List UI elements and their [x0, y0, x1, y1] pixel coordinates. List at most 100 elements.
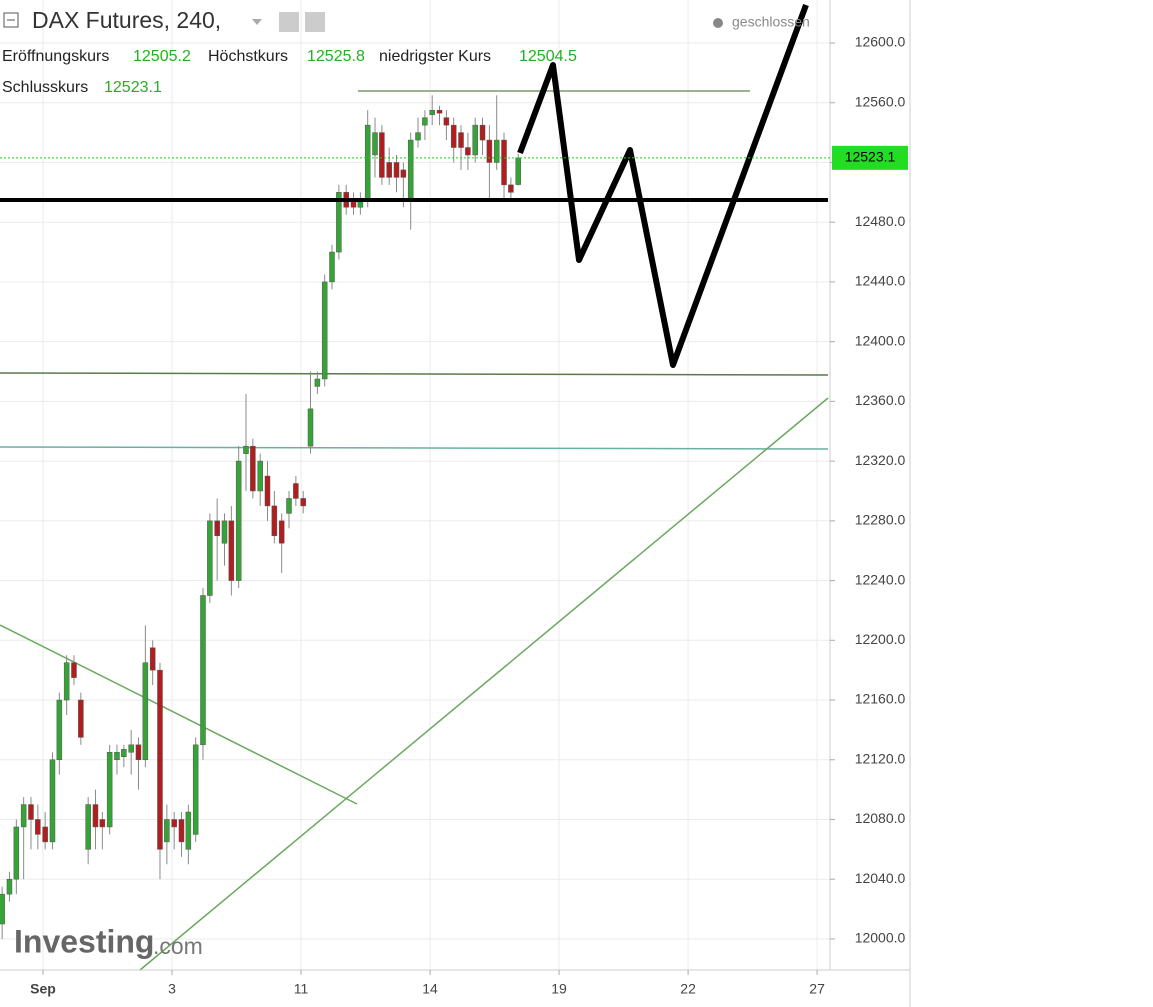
watermark: Investing [14, 923, 154, 959]
candle-body [493, 139, 500, 163]
candle-body [429, 109, 435, 115]
candle-body [114, 752, 120, 761]
candle-body [501, 139, 507, 186]
watermark-suffix: .com [153, 933, 203, 959]
candle-body [99, 819, 106, 828]
candle-body [92, 804, 99, 828]
candle-body [243, 445, 249, 454]
settings-icon[interactable] [305, 12, 325, 32]
low-value: 12504.5 [519, 48, 577, 65]
y-tick-label: 12120.0 [855, 750, 906, 766]
candle-body [407, 139, 414, 201]
candle-body [307, 408, 314, 447]
candle-body [164, 819, 170, 843]
candle-body [6, 878, 13, 895]
candle-body [314, 378, 321, 387]
candle-body [465, 147, 471, 156]
x-tick-label: 11 [294, 981, 309, 997]
y-tick-label: 12240.0 [855, 571, 906, 587]
candle-body [300, 498, 306, 507]
candle-body [393, 162, 400, 178]
x-tick-label: 27 [809, 981, 825, 997]
candle-body [271, 505, 278, 537]
y-tick-label: 12280.0 [855, 512, 906, 528]
last-price-label: 12523.1 [845, 149, 896, 165]
candle-body [106, 752, 113, 828]
chart-title: DAX Futures, 240, [32, 7, 221, 33]
candle-body [200, 595, 206, 746]
x-tick-label: Sep [30, 981, 56, 997]
candle-body [149, 647, 156, 671]
last-price-box [832, 145, 908, 170]
candle-body [49, 759, 56, 843]
candle-body [472, 124, 478, 156]
drawn-line [0, 446, 829, 450]
y-tick-label: 12360.0 [855, 392, 906, 408]
eye-icon[interactable] [279, 12, 299, 32]
candle-body [78, 699, 84, 738]
candle-body [415, 132, 421, 141]
y-tick-label: 12160.0 [855, 691, 906, 707]
grid [0, 0, 830, 970]
candle-body [56, 699, 63, 761]
trend-line [139, 397, 829, 971]
x-tick-label: 14 [422, 981, 438, 997]
candle-body [221, 520, 228, 544]
candle-body [400, 169, 407, 178]
drawn-zigzag [517, 3, 809, 368]
status-dot [713, 18, 723, 28]
candle-body [379, 132, 385, 178]
collapse-icon[interactable] [3, 12, 19, 28]
y-tick-label: 12320.0 [855, 452, 906, 468]
y-tick-label: 12560.0 [855, 93, 906, 109]
candle-body [422, 117, 428, 126]
candle-body [293, 483, 299, 499]
candle-body [85, 804, 91, 850]
open-label: Eröffnungskurs [2, 48, 109, 65]
candle-body [235, 460, 242, 581]
candle-body [364, 124, 371, 201]
y-tick-label: 12000.0 [855, 930, 906, 946]
y-tick-label: 12400.0 [855, 332, 906, 348]
candle-body [121, 749, 127, 758]
candle-body [28, 804, 34, 820]
candle-body [264, 475, 271, 507]
y-tick-label: 12480.0 [855, 213, 906, 229]
candle-body [42, 826, 48, 843]
candle-body [20, 804, 27, 828]
candle-body [185, 811, 192, 850]
candle-body [178, 819, 185, 843]
candle-body [63, 662, 70, 701]
candle-body [228, 520, 235, 581]
candle-body [142, 662, 149, 761]
y-tick-label: 12200.0 [855, 631, 906, 647]
candle-body [515, 157, 521, 185]
candle-body [0, 893, 5, 925]
candle-body [286, 498, 292, 514]
candle-body [321, 281, 328, 380]
close-value: 12523.1 [104, 79, 162, 96]
candle-body [207, 520, 213, 596]
y-tick-label: 12040.0 [855, 870, 906, 886]
y-tick-label: 12440.0 [855, 273, 906, 289]
candle-body [192, 744, 199, 835]
open-value: 12505.2 [133, 48, 191, 65]
status: geschlossen [732, 14, 810, 30]
candle-body [486, 139, 493, 163]
candle-body [71, 662, 77, 678]
y-tick-label: 12080.0 [855, 810, 906, 826]
candle-body [479, 124, 486, 141]
candle-body [508, 184, 514, 193]
candle-body [443, 117, 450, 126]
candle-body [372, 132, 378, 156]
candle-body [450, 124, 457, 148]
candle-body [35, 819, 41, 835]
candle-body [386, 162, 392, 178]
candle-body [250, 445, 256, 492]
trend-line [0, 624, 358, 805]
dropdown-icon[interactable] [252, 19, 262, 25]
y-tick-label: 12600.0 [855, 34, 906, 50]
candle-body [278, 520, 285, 544]
